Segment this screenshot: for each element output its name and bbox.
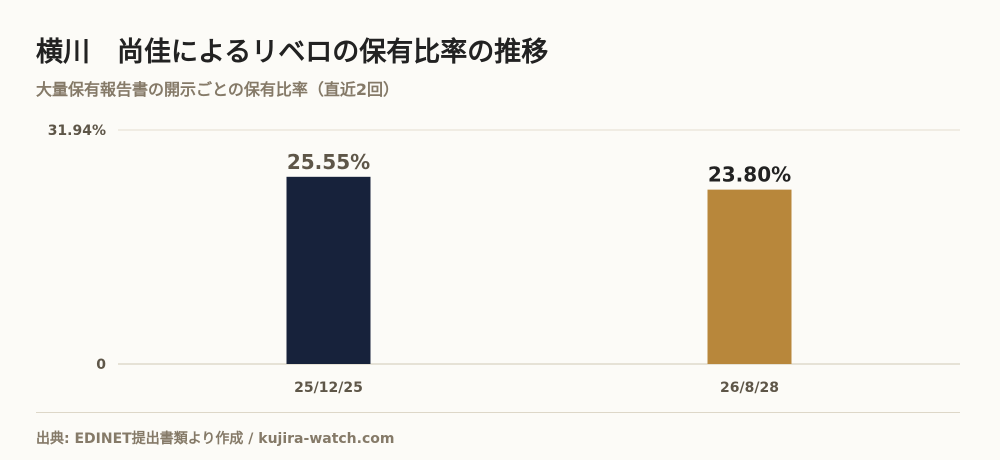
bar <box>707 189 792 364</box>
chart-subtitle: 大量保有報告書の開示ごとの保有比率（直近2回） <box>36 80 399 99</box>
bar-value-label: 25.55% <box>287 150 370 174</box>
x-tick-label: 26/8/28 <box>720 380 779 396</box>
y-tick-label: 0 <box>96 357 106 373</box>
bar-value-label: 23.80% <box>708 163 791 187</box>
footer-divider <box>36 412 960 413</box>
bar <box>286 176 371 364</box>
x-tick-label: 25/12/25 <box>294 380 363 396</box>
source-note: 出典: EDINET提出書類より作成 / kujira-watch.com <box>36 431 395 447</box>
chart-title: 横川 尚佳によるリベロの保有比率の推移 <box>36 37 549 68</box>
y-tick-label: 31.94% <box>48 123 106 139</box>
